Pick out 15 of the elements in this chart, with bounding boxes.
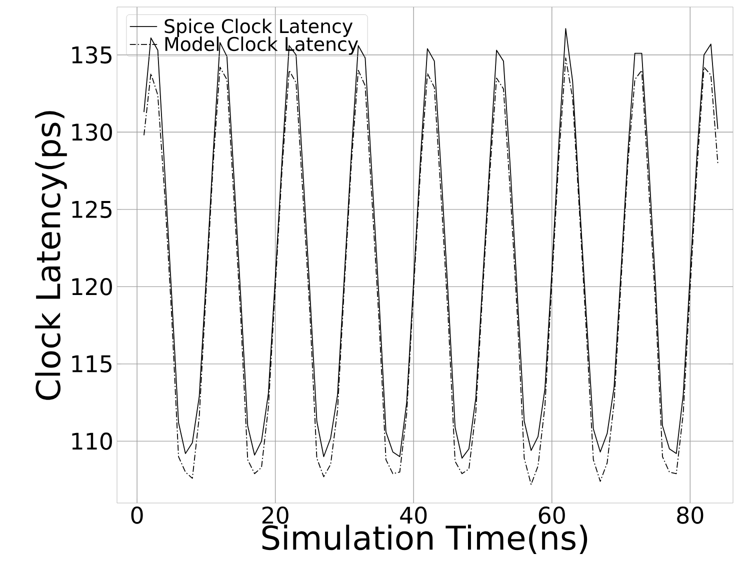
x-tick-label: 60 xyxy=(538,506,565,524)
x-tick-label: 0 xyxy=(131,506,143,524)
y-tick-label: 135 xyxy=(72,46,112,64)
y-tick-label: 130 xyxy=(72,123,112,141)
y-tick-label: 110 xyxy=(72,432,112,450)
x-tick-label: 40 xyxy=(400,506,427,524)
x-tick-label: 20 xyxy=(262,506,288,524)
legend-label: Spice Clock Latency xyxy=(164,18,353,37)
y-tick-label: 125 xyxy=(72,200,112,218)
legend-label: Model Clock Latency xyxy=(165,36,358,55)
y-tick-label: 120 xyxy=(72,278,112,296)
x-axis-title: Simulation Time(ns) xyxy=(262,524,588,554)
x-tick-label: 80 xyxy=(677,506,704,524)
y-tick-label: 115 xyxy=(72,355,112,372)
y-axis-title: Clock Latency(ps) xyxy=(35,111,67,400)
